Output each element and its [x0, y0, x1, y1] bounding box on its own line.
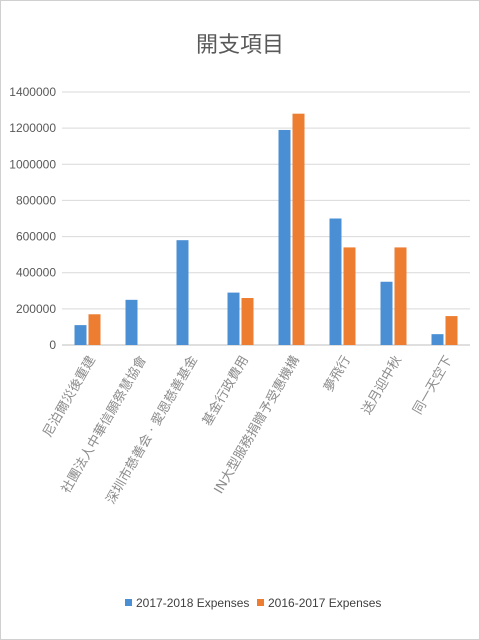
bar-1-2: [125, 299, 138, 345]
bar-1-5: [278, 129, 291, 345]
y-tick-label: 0: [49, 338, 56, 352]
bar-1-4: [227, 292, 240, 345]
y-tick-label: 400000: [16, 266, 56, 280]
bar-2-1: [88, 314, 101, 345]
x-category-label: 社團法人中華信願祭慧協會: [58, 353, 150, 496]
bars: [74, 113, 458, 345]
legend: 2017-2018 Expenses 2016-2017 Expenses: [125, 596, 381, 610]
y-axis-tick-labels: 0 200000 400000 600000 800000 1000000 1200000 1…: [9, 85, 56, 352]
bar-1-3: [176, 240, 189, 345]
y-tick-label: 1400000: [9, 85, 56, 99]
bar-1-1: [74, 325, 87, 345]
y-tick-label: 1000000: [9, 157, 56, 171]
y-tick-label: 200000: [16, 302, 56, 316]
x-category-label: IN大型服務捐贈予受惠機構: [211, 353, 303, 497]
x-category-label: 同一天空下: [410, 354, 455, 418]
x-category-label: 送月迎中秋: [359, 354, 404, 418]
bar-2-5: [292, 113, 305, 345]
bar-1-6: [329, 218, 342, 345]
legend-swatch: [257, 599, 264, 606]
x-category-label: 夢飛行: [321, 354, 353, 395]
x-category-label: 尼泊爾災後重建: [40, 353, 99, 440]
legend-label: 2016-2017 Expenses: [268, 596, 381, 610]
y-tick-label: 600000: [16, 230, 56, 244]
legend-swatch: [125, 599, 132, 606]
gridlines: [62, 91, 470, 346]
bar-2-6: [343, 247, 356, 345]
chart-title: 開支項目: [196, 33, 284, 58]
bar-2-7: [394, 247, 407, 345]
legend-label: 2017-2018 Expenses: [136, 596, 249, 610]
x-category-label: 深圳市慈善会 · 愛恩慈善基金: [103, 353, 201, 507]
y-tick-label: 1200000: [9, 121, 56, 135]
bar-1-8: [431, 334, 444, 345]
bar-1-7: [380, 281, 393, 345]
x-category-label: 基金行政費用: [199, 353, 252, 429]
y-tick-label: 800000: [16, 193, 56, 207]
bar-2-8: [445, 316, 458, 345]
bar-2-4: [241, 298, 254, 345]
